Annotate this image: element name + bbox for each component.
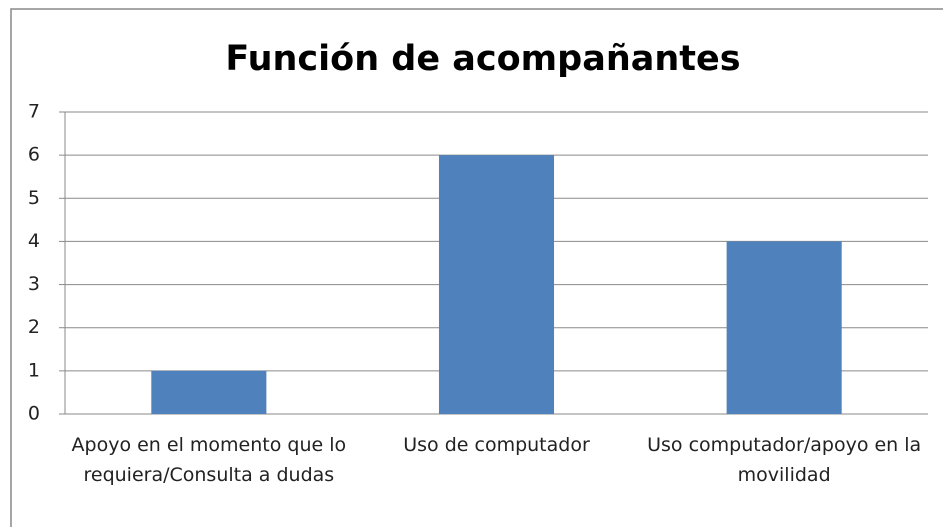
x-tick-label: Uso de computador xyxy=(403,434,590,456)
y-tick-label: 6 xyxy=(28,144,40,166)
x-tick-label: Uso computador/apoyo en la movilidad xyxy=(647,434,922,486)
x-tick-label: Apoyo en el momento que lo requiera/Cons… xyxy=(71,434,347,486)
bar xyxy=(438,155,555,414)
y-tick-label: 7 xyxy=(28,101,40,123)
chart-title: Función de acompañantes xyxy=(225,39,740,79)
bar xyxy=(151,370,267,414)
y-tick-label: 1 xyxy=(28,359,40,381)
y-tick-label: 5 xyxy=(28,187,40,209)
y-tick-label: 3 xyxy=(28,273,40,295)
y-tick-label: 2 xyxy=(28,316,40,338)
bar xyxy=(726,241,842,414)
y-tick-label: 4 xyxy=(28,230,40,252)
y-tick-label: 0 xyxy=(28,403,40,425)
